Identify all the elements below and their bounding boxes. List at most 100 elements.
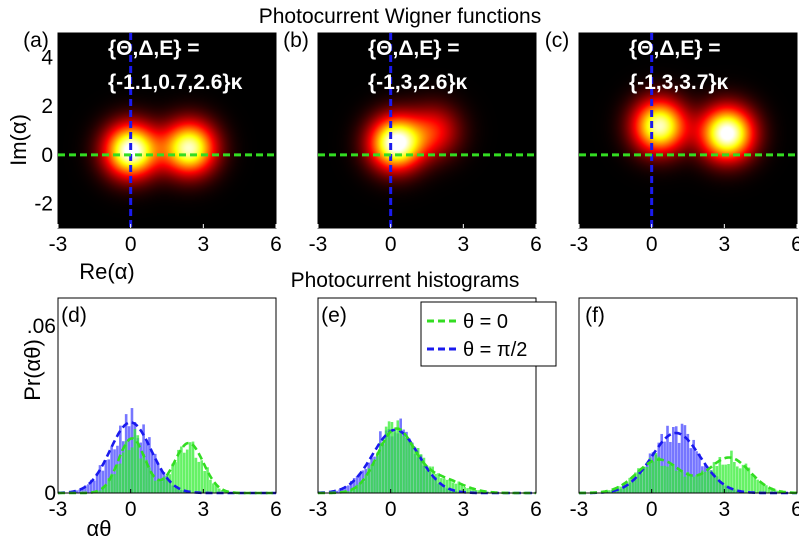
wigner-params-line2: {-1,3,3.7}κ xyxy=(629,71,729,94)
hist-bar xyxy=(352,487,356,493)
hist-bar xyxy=(361,482,365,493)
hist-bar xyxy=(738,468,742,493)
wigner-heatmap-image xyxy=(318,33,536,228)
wigner-xtick-label: 3 xyxy=(718,233,730,256)
hist-bar xyxy=(180,446,183,493)
hist-bar xyxy=(619,486,623,493)
hist-bar xyxy=(399,428,402,493)
hist-series-theta-pi2 xyxy=(72,408,189,493)
hist-bar xyxy=(428,466,432,493)
hist-panel-1: -3 0 3 6.060(d) xyxy=(27,297,282,521)
hist-bar xyxy=(416,447,420,493)
wigner-params-line2: {-1.1,0.7,2.6}κ xyxy=(108,71,243,94)
hist-bar xyxy=(674,426,678,493)
hist-xtick-label: 6 xyxy=(270,498,282,521)
hist-bar xyxy=(110,446,113,493)
wigner-xtick-label: 0 xyxy=(385,233,397,256)
wigner-frame xyxy=(57,32,277,229)
hist-bar xyxy=(165,475,169,493)
hist-bar xyxy=(648,457,652,493)
hist-bar xyxy=(759,481,762,493)
hist-bar xyxy=(703,471,707,493)
wigner-heatmap-image xyxy=(58,33,276,228)
hist-bar xyxy=(177,449,180,493)
wigner-xtick-label: 6 xyxy=(791,233,799,256)
hist-bar xyxy=(431,466,434,493)
hist-bar xyxy=(344,485,347,493)
hist-bar xyxy=(625,483,629,493)
hist-bar xyxy=(463,487,466,493)
hist-bar xyxy=(341,488,344,493)
hist-bar xyxy=(384,426,388,493)
hist-bar xyxy=(692,439,695,493)
hist-bar xyxy=(727,463,730,493)
hist-bar xyxy=(352,478,356,493)
hist-bar xyxy=(209,479,212,493)
hist-bar xyxy=(212,483,215,493)
hist-bar xyxy=(657,456,661,493)
legend: θ = 0 θ = π/2 xyxy=(420,301,557,367)
hist-bar xyxy=(672,464,675,493)
hist-bar xyxy=(387,421,391,493)
hist-bar xyxy=(706,471,710,493)
hist-bar xyxy=(206,467,209,493)
hist-bar xyxy=(168,474,172,493)
wigner-params-line1: {Θ,Δ,E} = xyxy=(629,37,721,60)
hist-frame xyxy=(578,297,798,494)
wigner-panel-label: (a) xyxy=(23,29,49,52)
hist-bar xyxy=(124,441,128,493)
hist-bar xyxy=(89,479,93,493)
hist-ytick-label: .06 xyxy=(27,315,56,338)
hist-panel-label: (d) xyxy=(61,304,87,327)
hist-bar xyxy=(95,473,99,493)
hist-bar xyxy=(730,450,733,493)
hist-bar xyxy=(411,443,414,493)
hist-bar xyxy=(335,490,339,493)
hist-xtick-label: -3 xyxy=(49,498,68,521)
hist-bar xyxy=(107,478,111,493)
hist-bar xyxy=(773,489,777,493)
hist-bar xyxy=(437,473,440,493)
hist-bar xyxy=(402,436,405,493)
hist-bar xyxy=(148,437,151,493)
hist-bar xyxy=(92,480,96,493)
hist-bar xyxy=(145,459,148,493)
wigner-xlabel: Re(α) xyxy=(79,259,135,284)
hist-bar xyxy=(159,481,163,493)
hist-bar xyxy=(666,466,669,493)
top-title: Photocurrent Wigner functions xyxy=(259,5,541,28)
hist-bar xyxy=(454,483,458,493)
hist-bar xyxy=(396,420,400,493)
hist-bar xyxy=(119,463,122,493)
hist-bar xyxy=(640,468,643,493)
hist-xtick-label: 0 xyxy=(385,498,397,521)
hist-bar xyxy=(660,465,663,493)
wigner-panel-label: (b) xyxy=(283,29,309,52)
wigner-xtick-label: -3 xyxy=(570,233,589,256)
wigner-xtick-label: 6 xyxy=(530,233,542,256)
wigner-ytick-label: -2 xyxy=(34,193,53,216)
hist-bar xyxy=(104,460,108,493)
hist-bar xyxy=(686,433,690,493)
hist-bar xyxy=(413,447,417,493)
hist-bar xyxy=(709,470,713,493)
hist-bar xyxy=(698,473,701,493)
hist-bar xyxy=(666,425,669,493)
wigner-panel-2: -3 0 3 6 (b) {Θ,Δ,E} = {-1,3,2.6}κ xyxy=(283,29,542,256)
hist-bar xyxy=(765,485,768,493)
hist-bar xyxy=(628,477,632,493)
hist-bar xyxy=(750,474,754,493)
hist-bar xyxy=(139,458,142,493)
hist-bar xyxy=(434,473,437,493)
hist-bar xyxy=(445,479,449,493)
hist-ylabel-text: Pr(αθ) xyxy=(20,339,45,401)
hist-bar xyxy=(116,463,119,493)
hist-bar xyxy=(188,442,192,493)
hist-fit-theta0 xyxy=(318,427,536,495)
hist-bar xyxy=(127,450,131,493)
hist-bar xyxy=(355,484,359,493)
hist-bar xyxy=(733,462,736,493)
wigner-panel-1: -3 0 3 6 4 2 0 -2 (a) {Θ,Δ,E} = {-1.1,0.7,2.6}κ xyxy=(23,29,282,256)
